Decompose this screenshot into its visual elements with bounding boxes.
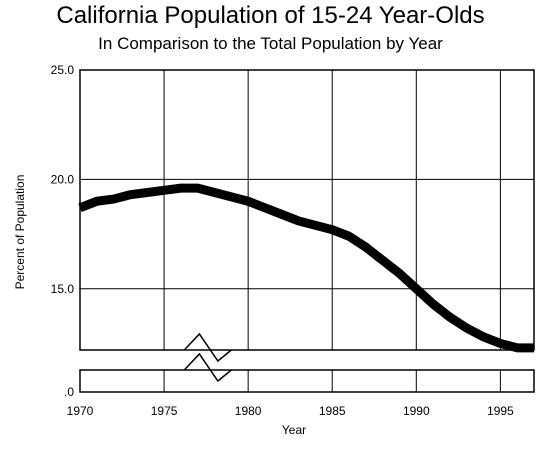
tick-labels: 25.0 20.0 15.0 .0 1970 1975 1980 1985 1990 1995 (51, 63, 514, 418)
upper-panel-frame (79, 69, 535, 351)
series-layer (78, 183, 534, 353)
lower-panel-frame (79, 369, 535, 393)
x-tick-label: 1975 (151, 404, 178, 418)
break-zigzag-upper (183, 332, 232, 363)
chart-subtitle: In Comparison to the Total Population by… (98, 34, 443, 53)
series-line (78, 183, 534, 353)
x-tick-label: 1990 (403, 404, 430, 418)
y-tick-label: 20.0 (51, 172, 75, 186)
x-axis-label: Year (282, 423, 306, 437)
x-tick-label: 1995 (487, 404, 514, 418)
x-tick-label: 1980 (235, 404, 262, 418)
y-tick-label: .0 (64, 385, 74, 399)
x-tick-label: 1985 (319, 404, 346, 418)
plot-frame (79, 69, 535, 393)
break-zigzag-lower (183, 352, 232, 383)
grid-layer (80, 69, 534, 392)
y-tick-label: 15.0 (51, 282, 75, 296)
y-axis-label: Percent of Population (13, 175, 27, 290)
chart-title: California Population of 15-24 Year-Olds (56, 2, 485, 29)
axis-break (183, 332, 232, 383)
x-tick-label: 1970 (67, 404, 94, 418)
y-tick-label: 25.0 (51, 63, 75, 77)
